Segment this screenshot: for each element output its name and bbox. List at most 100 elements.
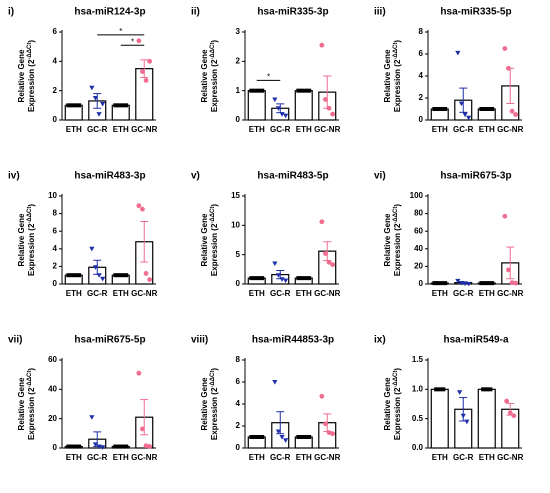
- x-tick-label: ETH: [296, 453, 312, 462]
- data-point: [434, 387, 439, 392]
- data-point: [120, 444, 125, 449]
- data-point: [299, 276, 304, 281]
- chart-title: hsa-miR483-5p: [257, 171, 328, 182]
- y-axis-label-sup: -ΔΔCt: [27, 43, 33, 60]
- x-tick-label: ETH: [432, 289, 448, 298]
- y-axis-label: Relative Gene: [200, 377, 209, 430]
- y-axis-label-part: ): [27, 204, 36, 207]
- data-point: [303, 435, 308, 439]
- data-point: [113, 273, 118, 278]
- data-point: [77, 444, 82, 449]
- y-tick-label: 60: [48, 355, 57, 364]
- data-point: [100, 276, 106, 282]
- data-point: [113, 444, 118, 449]
- y-axis-label-part: ): [393, 40, 402, 43]
- data-point: [113, 103, 118, 108]
- y-tick-label: 0: [236, 115, 241, 124]
- chart-title: hsa-miR44853-3p: [252, 335, 334, 346]
- data-point: [272, 380, 278, 385]
- chart-title: hsa-miR124-3p: [74, 7, 145, 18]
- data-point: [488, 387, 493, 392]
- data-point: [69, 103, 74, 108]
- y-tick-label: 10: [231, 220, 240, 229]
- data-point: [249, 435, 254, 439]
- data-point: [272, 261, 278, 267]
- bar: [430, 388, 449, 449]
- data-point: [96, 273, 102, 278]
- data-point: [460, 413, 466, 419]
- y-axis-label: Expression (2-ΔΔCt): [27, 204, 37, 276]
- data-point: [66, 444, 71, 449]
- data-point: [92, 442, 99, 447]
- data-point: [116, 444, 121, 449]
- data-point: [435, 107, 440, 111]
- x-tick-label: ETH: [432, 125, 448, 134]
- y-tick-label: 0: [419, 279, 424, 288]
- y-tick-label: 0: [236, 279, 241, 288]
- chart-title: hsa-miR335-3p: [257, 7, 328, 18]
- x-tick-label: GC-NR: [131, 125, 157, 134]
- y-tick-label: 0.5: [412, 414, 424, 423]
- y-tick-label: 0: [236, 443, 241, 452]
- chart-title: hsa-miR675-5p: [74, 335, 145, 346]
- x-tick-label: GC-NR: [131, 453, 157, 462]
- data-point: [464, 419, 470, 425]
- data-point: [319, 219, 325, 225]
- y-tick-label: 0: [53, 443, 58, 452]
- x-tick-label: ETH: [479, 453, 495, 462]
- data-point: [490, 107, 495, 111]
- y-axis-label-part: Expression (2: [393, 387, 402, 440]
- data-point: [279, 435, 285, 440]
- y-tick-label: 1.5: [412, 355, 424, 364]
- data-point: [513, 280, 519, 286]
- x-tick-label: ETH: [249, 289, 265, 298]
- y-tick-label: 4: [53, 244, 58, 253]
- x-tick-label: ETH: [479, 289, 495, 298]
- data-point: [432, 281, 437, 286]
- y-tick-label: 20: [48, 414, 57, 423]
- data-point: [479, 107, 484, 111]
- data-point: [147, 58, 153, 64]
- y-tick-label: 2: [53, 262, 58, 271]
- y-axis-label: Expression (2-ΔΔCt): [210, 40, 220, 112]
- x-tick-label: GC-R: [270, 125, 291, 134]
- y-axis-label-part: ): [393, 204, 402, 207]
- y-tick-label: 10: [48, 191, 57, 200]
- y-axis-label-part: Expression (2: [27, 223, 36, 276]
- data-point: [506, 65, 511, 71]
- y-tick-label: 8: [53, 209, 58, 218]
- y-tick-label: 40: [414, 244, 423, 253]
- y-axis-label-part: ): [210, 40, 219, 43]
- y-tick-label: 5: [236, 250, 241, 259]
- data-point: [279, 277, 285, 282]
- x-tick-label: ETH: [249, 453, 265, 462]
- data-point: [147, 444, 153, 449]
- y-axis-label: Relative Gene: [17, 49, 26, 102]
- data-point: [66, 273, 71, 278]
- data-point: [283, 113, 289, 119]
- x-tick-label: ETH: [296, 289, 312, 298]
- data-point: [513, 112, 519, 117]
- data-point: [252, 88, 257, 93]
- data-point: [66, 103, 71, 108]
- y-axis-label-part: ): [27, 40, 36, 43]
- data-point: [511, 413, 517, 419]
- x-tick-label: GC-R: [453, 289, 474, 298]
- y-axis-label: Relative Gene: [383, 49, 392, 102]
- y-axis-label-part: Expression (2: [210, 387, 219, 440]
- data-point: [432, 107, 437, 111]
- data-point: [140, 426, 145, 432]
- x-tick-label: GC-NR: [314, 289, 340, 298]
- data-point: [481, 387, 486, 392]
- data-point: [466, 115, 472, 121]
- x-tick-label: GC-NR: [314, 125, 340, 134]
- y-axis-label-sup: -ΔΔCt: [393, 207, 399, 224]
- y-tick-label: 4: [236, 399, 241, 408]
- y-tick-label: 0.0: [412, 443, 424, 452]
- x-tick-label: ETH: [113, 289, 129, 298]
- data-point: [455, 278, 461, 284]
- y-axis-label-sup: -ΔΔCt: [27, 371, 33, 388]
- data-point: [124, 273, 129, 278]
- data-point: [458, 280, 465, 286]
